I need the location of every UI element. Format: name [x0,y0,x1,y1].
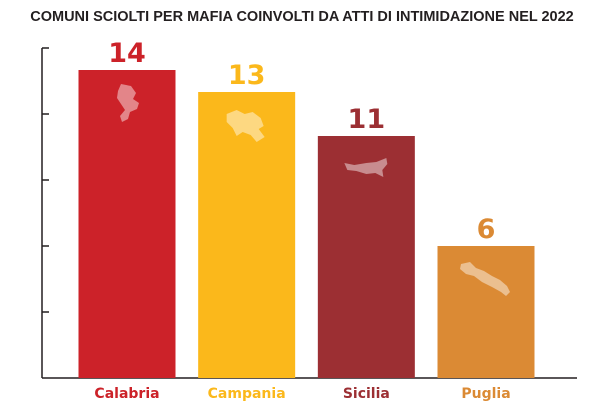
bar-campania [198,92,296,378]
value-labels: 14 13 11 6 [108,38,495,245]
campania-map-icon [226,110,265,142]
bars [78,70,535,378]
category-labels: Calabria Campania Sicilia Puglia [94,386,510,402]
region-icons [117,84,510,296]
y-ticks [42,47,49,313]
value-label-sicilia: 11 [348,104,386,135]
puglia-map-icon [460,262,510,296]
sicilia-map-icon [344,158,388,177]
calabria-map-icon [117,84,139,122]
bar-puglia [437,246,535,378]
value-label-campania: 13 [228,60,266,91]
bar-calabria [78,70,176,378]
bar-sicilia [317,136,415,378]
category-label-campania: Campania [208,386,286,402]
category-label-calabria: Calabria [94,386,159,402]
value-label-puglia: 6 [477,214,496,245]
chart-title: COMUNI SCIOLTI PER MAFIA COINVOLTI DA AT… [30,9,574,25]
category-label-sicilia: Sicilia [343,386,390,402]
value-label-calabria: 14 [108,38,146,69]
category-label-puglia: Puglia [461,386,510,402]
